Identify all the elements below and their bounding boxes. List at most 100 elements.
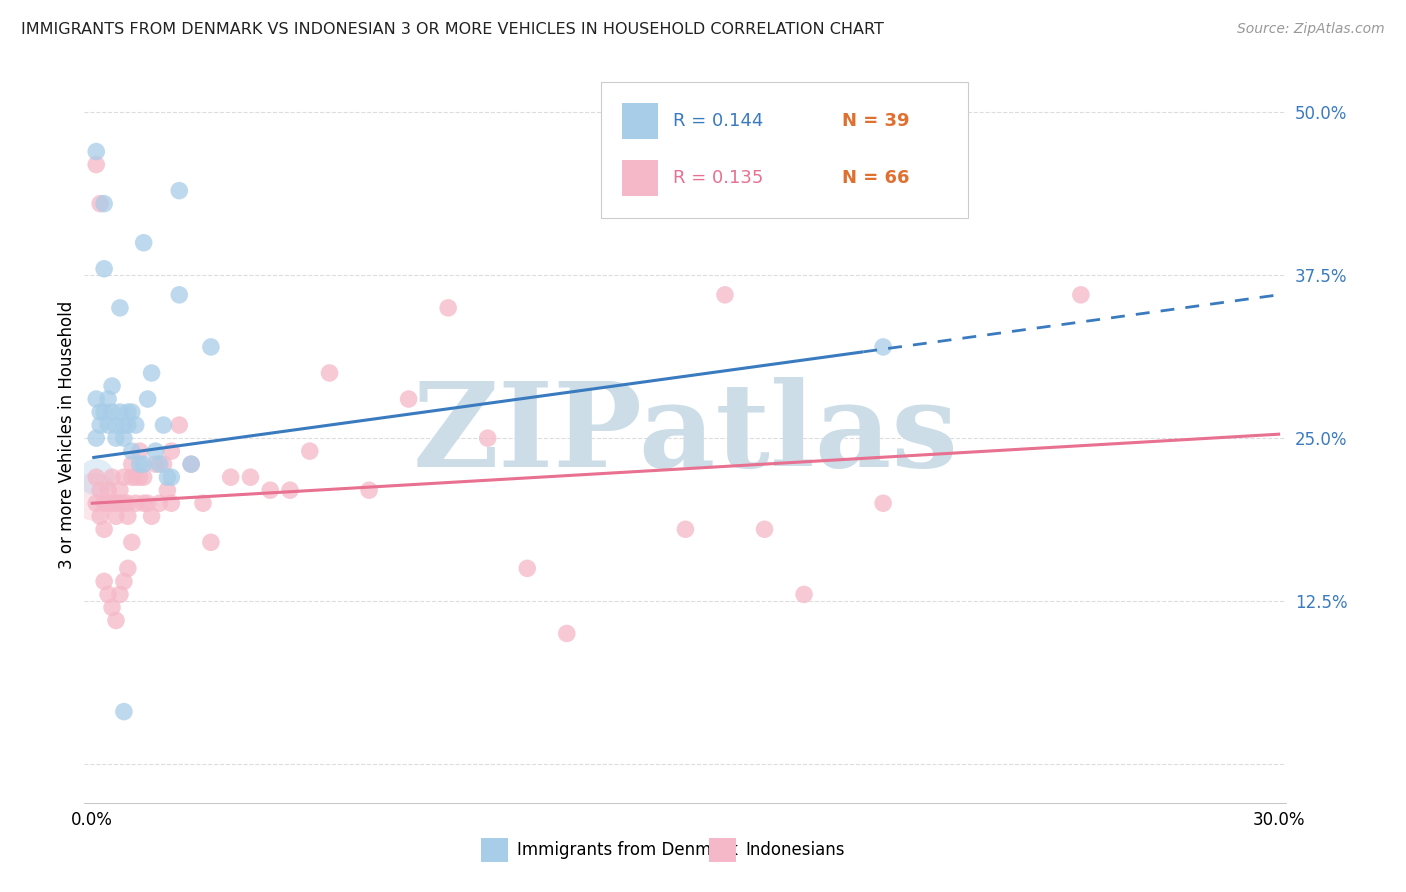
- Point: [97, 418, 120, 433]
- Point: [872, 496, 894, 510]
- Point: [121, 470, 143, 484]
- Point: [108, 301, 131, 315]
- Point: [872, 340, 894, 354]
- Point: [89, 418, 111, 433]
- Point: [117, 561, 139, 575]
- Text: ZIPatlas: ZIPatlas: [412, 377, 959, 492]
- Point: [152, 457, 174, 471]
- Point: [84, 392, 107, 406]
- Text: N = 66: N = 66: [842, 169, 910, 187]
- Point: [84, 158, 107, 172]
- Point: [359, 483, 381, 498]
- FancyBboxPatch shape: [621, 160, 658, 196]
- Point: [93, 261, 115, 276]
- Text: Indonesians: Indonesians: [745, 841, 845, 859]
- Text: R = 0.144: R = 0.144: [673, 112, 763, 130]
- FancyBboxPatch shape: [621, 103, 658, 139]
- Point: [84, 470, 107, 484]
- Point: [132, 496, 155, 510]
- Point: [145, 444, 167, 458]
- Point: [278, 483, 301, 498]
- Point: [105, 418, 127, 433]
- Point: [101, 600, 124, 615]
- Point: [754, 522, 776, 536]
- Point: [101, 496, 124, 510]
- Point: [89, 509, 111, 524]
- Point: [219, 470, 242, 484]
- Point: [89, 483, 111, 498]
- Point: [89, 405, 111, 419]
- Point: [117, 496, 139, 510]
- Point: [160, 496, 183, 510]
- Point: [160, 470, 183, 484]
- Point: [97, 392, 120, 406]
- Point: [105, 496, 127, 510]
- Point: [136, 496, 159, 510]
- Point: [259, 483, 281, 498]
- Point: [121, 405, 143, 419]
- Point: [239, 470, 262, 484]
- FancyBboxPatch shape: [710, 838, 735, 862]
- Point: [555, 626, 578, 640]
- Point: [97, 587, 120, 601]
- Point: [101, 379, 124, 393]
- Point: [105, 614, 127, 628]
- Text: Immigrants from Denmark: Immigrants from Denmark: [517, 841, 738, 859]
- Point: [121, 535, 143, 549]
- Point: [93, 496, 115, 510]
- Point: [132, 235, 155, 250]
- Point: [141, 509, 163, 524]
- Point: [108, 587, 131, 601]
- Point: [191, 496, 214, 510]
- Point: [93, 196, 115, 211]
- Point: [112, 431, 135, 445]
- Point: [136, 392, 159, 406]
- Point: [180, 457, 202, 471]
- Point: [156, 470, 179, 484]
- Point: [112, 574, 135, 589]
- Point: [318, 366, 340, 380]
- Point: [132, 457, 155, 471]
- Point: [156, 483, 179, 498]
- Point: [180, 457, 202, 471]
- Point: [112, 705, 135, 719]
- Point: [101, 470, 124, 484]
- Point: [148, 496, 170, 510]
- Point: [437, 301, 460, 315]
- Point: [132, 470, 155, 484]
- Point: [105, 509, 127, 524]
- Point: [105, 431, 127, 445]
- Point: [125, 418, 148, 433]
- Point: [97, 483, 120, 498]
- Point: [1070, 288, 1092, 302]
- Point: [112, 496, 135, 510]
- Point: [89, 196, 111, 211]
- Point: [298, 444, 321, 458]
- FancyBboxPatch shape: [481, 838, 508, 862]
- Point: [477, 431, 499, 445]
- Point: [84, 496, 107, 510]
- Point: [101, 405, 124, 419]
- Point: [121, 457, 143, 471]
- Point: [83, 490, 105, 504]
- Point: [125, 496, 148, 510]
- Point: [714, 288, 737, 302]
- Point: [675, 522, 697, 536]
- Point: [793, 587, 815, 601]
- Point: [125, 470, 148, 484]
- Point: [117, 405, 139, 419]
- Point: [93, 574, 115, 589]
- FancyBboxPatch shape: [602, 81, 967, 218]
- Point: [117, 418, 139, 433]
- Point: [160, 444, 183, 458]
- Point: [169, 184, 191, 198]
- Point: [128, 444, 150, 458]
- Point: [112, 418, 135, 433]
- Point: [84, 431, 107, 445]
- Point: [141, 366, 163, 380]
- Point: [93, 405, 115, 419]
- Point: [398, 392, 420, 406]
- Point: [108, 496, 131, 510]
- Point: [145, 457, 167, 471]
- Point: [152, 418, 174, 433]
